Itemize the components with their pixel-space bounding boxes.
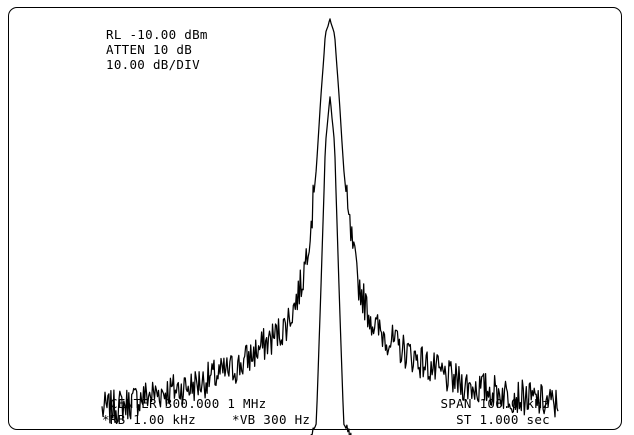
resolution-bandwidth-label: *RB 1.00 kHz bbox=[102, 412, 196, 427]
reference-level-label: RL -10.00 dBm bbox=[106, 27, 208, 42]
span-label: SPAN 100.0 kHz bbox=[440, 396, 550, 411]
sweep-time-label: ST 1.000 sec bbox=[456, 412, 550, 427]
spectrum-trace-2 bbox=[310, 96, 352, 435]
center-frequency-label: CENTER 300.000 1 MHz bbox=[110, 396, 267, 411]
attenuation-label: ATTEN 10 dB bbox=[106, 42, 193, 57]
analyzer-screen bbox=[8, 7, 622, 430]
video-bandwidth-label: *VB 300 Hz bbox=[232, 412, 311, 427]
spectrum-trace-1 bbox=[101, 18, 559, 424]
scale-label: 10.00 dB/DIV bbox=[106, 57, 200, 72]
